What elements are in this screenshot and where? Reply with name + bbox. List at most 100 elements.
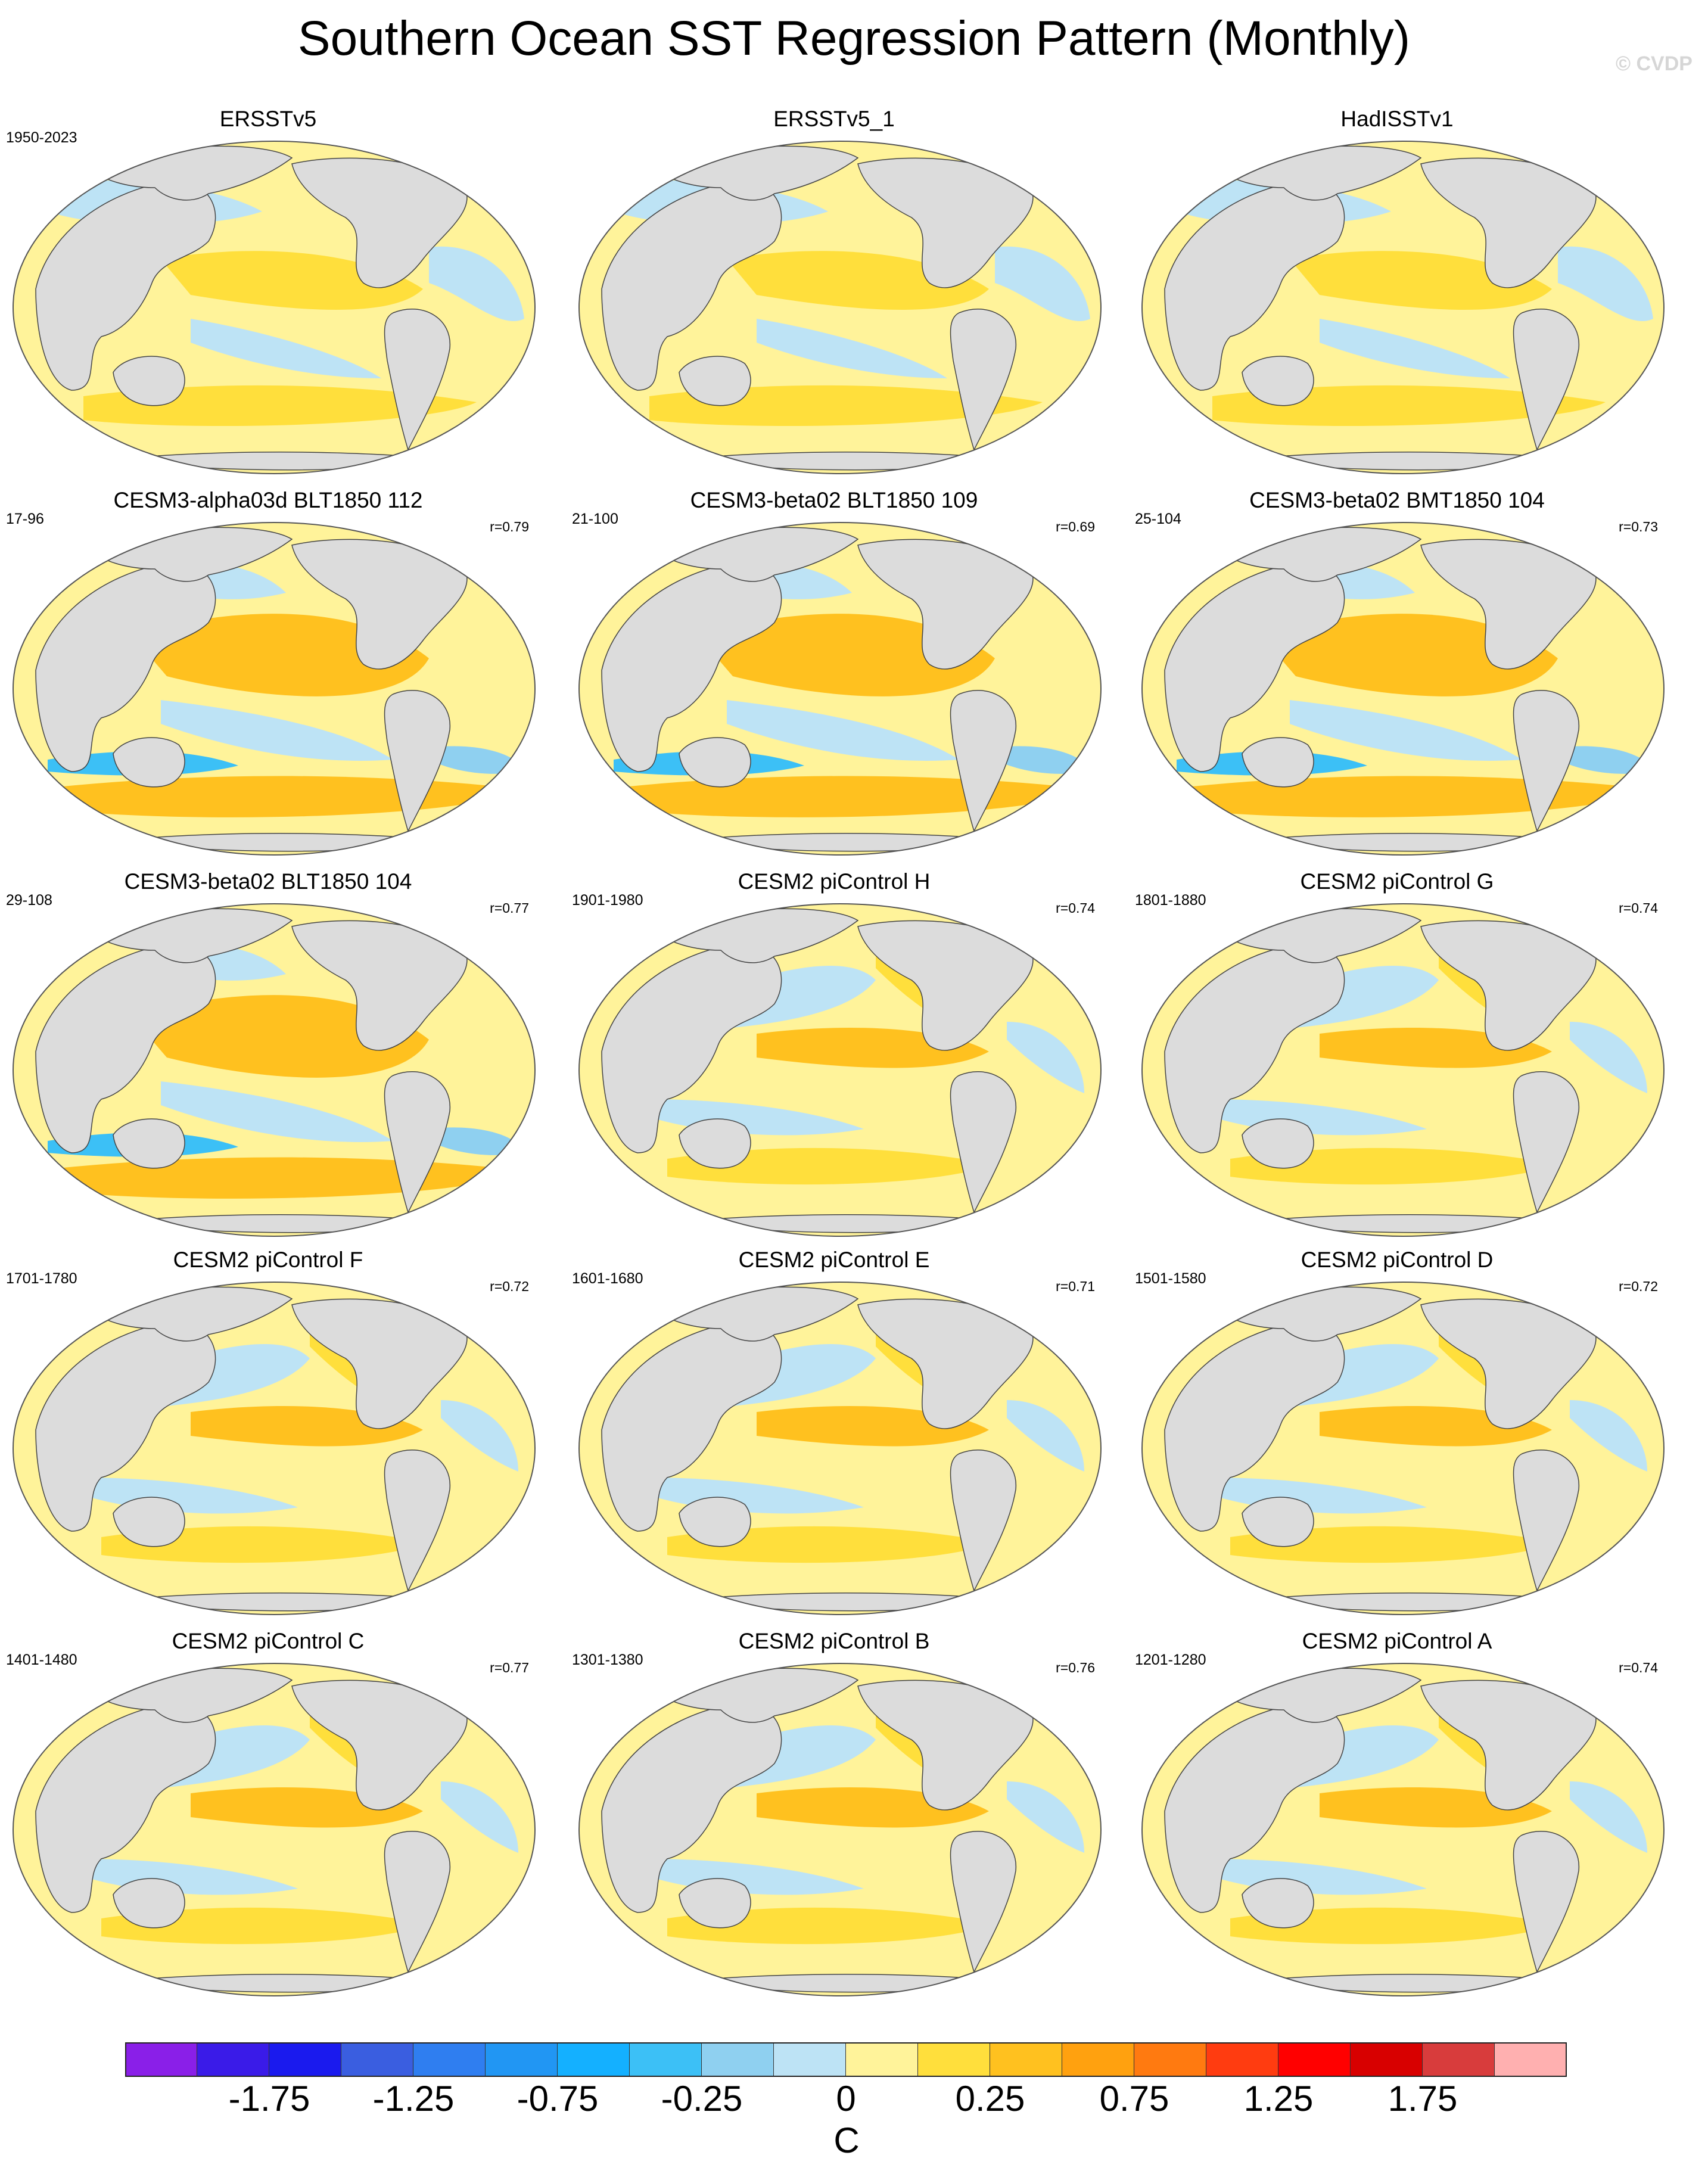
sst-anomaly-region <box>429 746 524 774</box>
panel-title: ERSSTv5_1 <box>773 107 895 131</box>
robinson-map <box>13 1282 536 1615</box>
robinson-map <box>578 903 1102 1237</box>
colorbar-level <box>269 2042 341 2077</box>
panel-years: 21-100 <box>572 511 618 527</box>
map-panel: ERSSTv5 1950-2023 <box>0 104 536 480</box>
robinson-map <box>578 522 1102 856</box>
map-border <box>1141 1663 1665 1996</box>
panel-title: CESM2 piControl F <box>173 1248 363 1272</box>
map-panel: CESM2 piControl F 1701-1780 r=0.72 <box>0 1245 536 1621</box>
sst-anomaly-region <box>1007 1400 1084 1472</box>
land-mass <box>1164 943 1345 1153</box>
land-mass <box>1242 737 1314 788</box>
colorbar-tick-label: -0.25 <box>661 2079 743 2119</box>
sst-anomaly-region <box>1212 385 1606 426</box>
panel-title: CESM2 piControl G <box>1300 869 1494 894</box>
map-border <box>578 1663 1102 1996</box>
land-mass <box>1513 690 1579 833</box>
colorbar-level <box>990 2042 1062 2077</box>
colorbar-level <box>1134 2042 1206 2077</box>
sst-anomaly-region <box>697 614 995 696</box>
robinson-map <box>578 141 1102 474</box>
sst-anomaly-region <box>441 1400 518 1472</box>
land-mass <box>950 1831 1016 1974</box>
land-mass <box>1164 181 1345 391</box>
sst-anomaly-region <box>429 246 524 322</box>
sst-anomaly-region <box>161 700 393 761</box>
land-mass <box>113 356 185 406</box>
robinson-map <box>13 141 536 474</box>
map-panel: HadISSTv1 <box>1129 104 1665 480</box>
sst-anomaly-region <box>1290 700 1522 761</box>
map-border <box>1141 903 1665 1237</box>
land-mass <box>1513 309 1579 452</box>
panel-pattern-correlation: r=0.79 <box>490 519 529 534</box>
map-panel: CESM2 piControl E 1601-1680 r=0.71 <box>566 1245 1102 1621</box>
colorbar-tick-label: 1.25 <box>1243 2079 1314 2119</box>
land-mass <box>1164 1703 1345 1913</box>
map-border <box>13 522 536 856</box>
land-mass <box>1242 1878 1314 1929</box>
panel-pattern-correlation: r=0.74 <box>1619 1660 1658 1675</box>
sst-anomaly-region <box>1558 246 1653 322</box>
colorbar-tick-label: -1.25 <box>372 2079 455 2119</box>
colorbar-tick-label: 1.75 <box>1387 2079 1458 2119</box>
map-panel: CESM2 piControl G 1801-1880 r=0.74 <box>1129 867 1665 1242</box>
map-panel: CESM2 piControl A 1201-1280 r=0.74 <box>1129 1626 1665 2002</box>
map-border <box>13 1663 536 1996</box>
land-mass <box>601 562 782 772</box>
robinson-map <box>13 1663 536 1996</box>
colorbar <box>125 2042 1567 2077</box>
sst-anomaly-region <box>1007 1781 1084 1853</box>
colorbar-level <box>1062 2042 1134 2077</box>
panel-title: CESM3-alpha03d BLT1850 112 <box>113 488 423 512</box>
sst-anomaly-region <box>995 746 1090 774</box>
land-mass <box>113 1878 185 1929</box>
land-mass <box>1164 562 1345 772</box>
robinson-map <box>578 1282 1102 1615</box>
land-mass <box>35 181 216 391</box>
panel-years: 17-96 <box>6 511 44 527</box>
colorbar-level <box>918 2042 990 2077</box>
colorbar-level <box>846 2042 918 2077</box>
panel-pattern-correlation: r=0.77 <box>490 900 529 916</box>
colorbar-tick-label: 0 <box>836 2079 856 2119</box>
colorbar-level <box>341 2042 413 2077</box>
panel-pattern-correlation: r=0.72 <box>1619 1279 1658 1294</box>
panel-pattern-correlation: r=0.71 <box>1056 1279 1095 1294</box>
land-mass <box>679 1497 751 1547</box>
sst-anomaly-region <box>1230 1526 1558 1563</box>
colorbar-level <box>197 2042 269 2077</box>
panel-years: 29-108 <box>6 892 52 909</box>
panel-pattern-correlation: r=0.74 <box>1056 900 1095 916</box>
watermark: © CVDP <box>1616 52 1693 75</box>
land-mass <box>384 1450 450 1593</box>
sst-anomaly-region <box>161 1081 393 1142</box>
sst-anomaly-region <box>83 385 477 426</box>
map-border <box>578 141 1102 474</box>
sst-anomaly-region <box>1230 1147 1558 1185</box>
sst-anomaly-region <box>191 319 381 378</box>
sst-anomaly-region <box>1570 1400 1647 1472</box>
panel-years: 1801-1880 <box>1135 892 1206 909</box>
panel-years: 1701-1780 <box>6 1270 77 1287</box>
land-mass <box>1242 1497 1314 1547</box>
map-panel: CESM2 piControl D 1501-1580 r=0.72 <box>1129 1245 1665 1621</box>
land-mass <box>1513 1071 1579 1214</box>
robinson-map <box>1141 903 1665 1237</box>
figure-title: Southern Ocean SST Regression Pattern (M… <box>297 11 1411 66</box>
robinson-map <box>1141 141 1665 474</box>
map-panel: CESM3-beta02 BLT1850 109 21-100 r=0.69 <box>566 486 1102 861</box>
robinson-map <box>13 903 536 1237</box>
land-mass <box>679 1118 751 1169</box>
robinson-map <box>1141 522 1665 856</box>
sst-anomaly-region <box>727 700 959 761</box>
colorbar-level <box>1206 2042 1278 2077</box>
land-mass <box>601 943 782 1153</box>
sst-anomaly-region <box>441 1781 518 1853</box>
panel-years: 1901-1980 <box>572 892 643 909</box>
land-mass <box>601 1321 782 1532</box>
panel-title: CESM3-beta02 BMT1850 104 <box>1249 488 1545 512</box>
land-mass <box>950 1450 1016 1593</box>
land-mass <box>384 690 450 833</box>
